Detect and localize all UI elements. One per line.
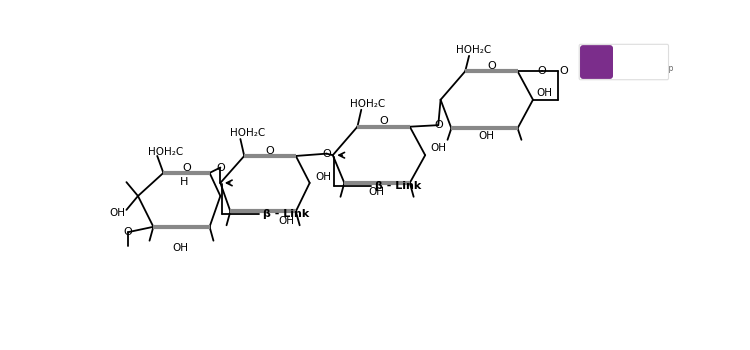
Text: O: O: [266, 146, 274, 155]
Text: O: O: [182, 162, 190, 173]
Text: OH: OH: [172, 243, 188, 253]
Text: O: O: [434, 120, 442, 130]
Text: HOH₂C: HOH₂C: [148, 147, 183, 157]
Text: O: O: [538, 66, 547, 76]
Text: O: O: [322, 149, 331, 159]
Text: B: B: [588, 52, 604, 72]
Text: OH: OH: [430, 143, 446, 153]
Text: OH: OH: [478, 131, 494, 141]
Text: OH: OH: [110, 208, 125, 218]
Text: HOH₂C: HOH₂C: [350, 99, 385, 108]
Text: β - Link: β - Link: [375, 181, 422, 191]
Text: OH: OH: [369, 187, 385, 197]
FancyBboxPatch shape: [579, 44, 668, 80]
Text: OH: OH: [315, 172, 331, 182]
Text: HOH₂C: HOH₂C: [230, 128, 266, 138]
Text: O: O: [487, 61, 496, 71]
Text: HOH₂C: HOH₂C: [456, 46, 491, 55]
Text: O: O: [216, 162, 225, 173]
Text: H: H: [180, 177, 188, 187]
Text: The Learning App: The Learning App: [606, 64, 674, 74]
Text: O: O: [380, 116, 388, 126]
Text: O: O: [124, 227, 132, 237]
Text: O: O: [560, 66, 568, 76]
FancyBboxPatch shape: [580, 46, 612, 78]
Text: BYJU'S: BYJU'S: [610, 48, 670, 66]
Text: OH: OH: [536, 88, 552, 98]
Text: β - Link: β - Link: [262, 209, 309, 219]
Text: OH: OH: [278, 216, 295, 226]
